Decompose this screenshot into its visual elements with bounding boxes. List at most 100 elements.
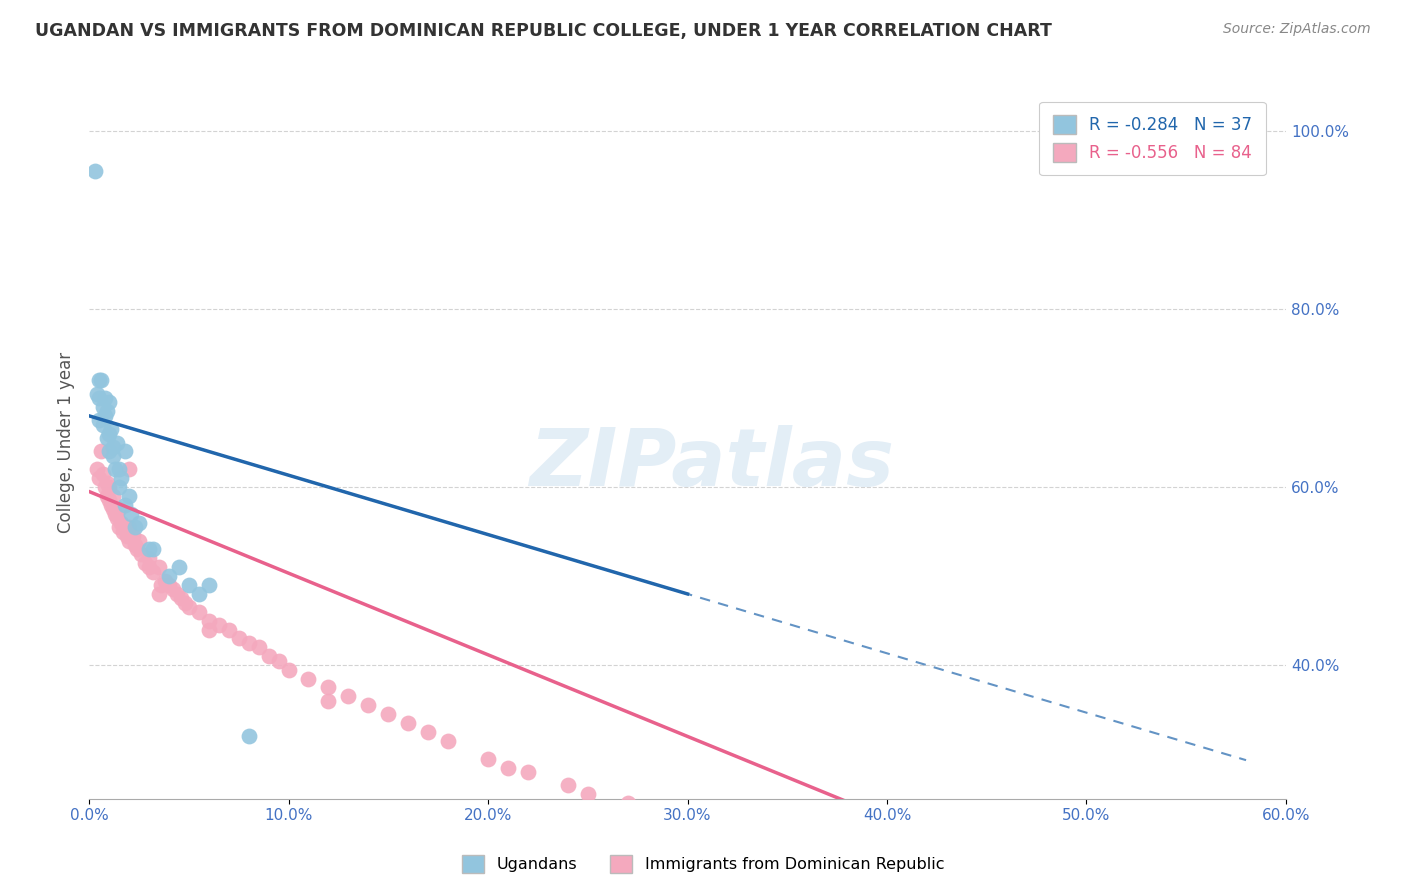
Point — [122, 529, 145, 543]
Point — [657, 805, 679, 819]
Point — [104, 462, 127, 476]
Point — [418, 725, 440, 739]
Point — [337, 690, 360, 704]
Point — [98, 444, 121, 458]
Point — [915, 863, 938, 877]
Point — [247, 640, 270, 655]
Point — [86, 386, 108, 401]
Point — [157, 569, 180, 583]
Point — [318, 694, 340, 708]
Point — [138, 551, 160, 566]
Point — [86, 462, 108, 476]
Point — [716, 818, 738, 832]
Point — [98, 395, 121, 409]
Point — [128, 533, 150, 548]
Point — [162, 582, 184, 597]
Point — [108, 520, 131, 534]
Point — [676, 809, 699, 823]
Point — [257, 649, 280, 664]
Point — [197, 614, 219, 628]
Point — [297, 672, 319, 686]
Point — [477, 752, 499, 766]
Point — [616, 796, 638, 810]
Y-axis label: College, Under 1 year: College, Under 1 year — [58, 352, 75, 533]
Point — [94, 480, 117, 494]
Point — [114, 498, 136, 512]
Point — [101, 449, 124, 463]
Point — [114, 520, 136, 534]
Point — [96, 475, 118, 490]
Point — [84, 164, 107, 178]
Point — [120, 507, 142, 521]
Point — [124, 538, 146, 552]
Point — [437, 734, 460, 748]
Legend: Ugandans, Immigrants from Dominican Republic: Ugandans, Immigrants from Dominican Repu… — [456, 848, 950, 880]
Point — [173, 596, 195, 610]
Point — [98, 426, 121, 441]
Point — [114, 444, 136, 458]
Point — [218, 623, 240, 637]
Point — [177, 600, 200, 615]
Point — [170, 591, 193, 606]
Point — [187, 587, 209, 601]
Point — [1015, 885, 1038, 892]
Point — [148, 587, 170, 601]
Point — [111, 524, 134, 539]
Point — [138, 542, 160, 557]
Point — [134, 556, 156, 570]
Point — [187, 605, 209, 619]
Point — [108, 462, 131, 476]
Point — [105, 435, 128, 450]
Point — [157, 578, 180, 592]
Point — [166, 587, 188, 601]
Point — [96, 489, 118, 503]
Point — [90, 444, 112, 458]
Point — [100, 498, 122, 512]
Point — [96, 431, 118, 445]
Point — [396, 716, 419, 731]
Point — [197, 623, 219, 637]
Point — [357, 698, 380, 713]
Point — [91, 400, 114, 414]
Point — [153, 574, 176, 588]
Point — [118, 489, 141, 503]
Point — [756, 827, 779, 841]
Point — [197, 578, 219, 592]
Point — [876, 854, 898, 868]
Point — [108, 480, 131, 494]
Point — [976, 876, 998, 890]
Point — [377, 707, 399, 722]
Point — [142, 565, 165, 579]
Point — [101, 440, 124, 454]
Point — [238, 730, 260, 744]
Point — [87, 373, 110, 387]
Point — [129, 547, 152, 561]
Point — [138, 560, 160, 574]
Point — [100, 422, 122, 436]
Point — [101, 502, 124, 516]
Point — [87, 471, 110, 485]
Point — [208, 618, 231, 632]
Point — [177, 578, 200, 592]
Point — [557, 778, 579, 792]
Point — [835, 845, 858, 859]
Point — [110, 516, 132, 530]
Point — [105, 511, 128, 525]
Point — [101, 489, 124, 503]
Point — [87, 391, 110, 405]
Text: ZIPatlas: ZIPatlas — [529, 425, 894, 503]
Point — [277, 663, 299, 677]
Point — [516, 765, 538, 780]
Point — [148, 560, 170, 574]
Point — [104, 507, 127, 521]
Point — [96, 404, 118, 418]
Point — [576, 787, 599, 801]
Point — [118, 520, 141, 534]
Point — [228, 632, 250, 646]
Point — [149, 578, 172, 592]
Point — [91, 467, 114, 481]
Point — [128, 516, 150, 530]
Point — [124, 520, 146, 534]
Point — [98, 480, 121, 494]
Text: Source: ZipAtlas.com: Source: ZipAtlas.com — [1223, 22, 1371, 37]
